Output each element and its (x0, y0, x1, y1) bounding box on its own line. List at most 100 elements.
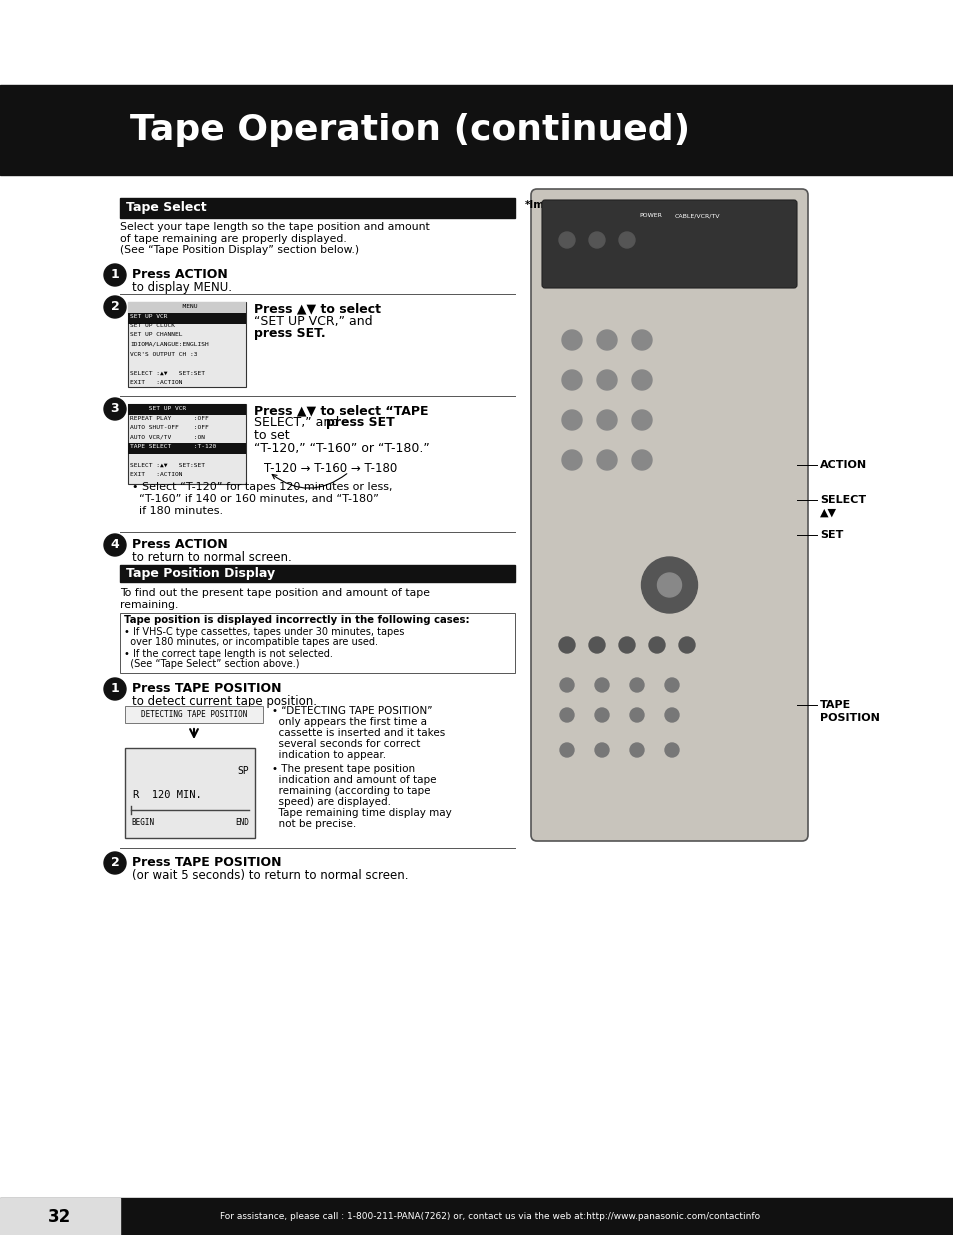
Text: 3: 3 (111, 403, 119, 415)
Bar (125, 706, 263, 722)
Text: indication to appear.: indication to appear. (272, 750, 386, 760)
Text: Tape position is displayed incorrectly in the following cases:: Tape position is displayed incorrectly i… (124, 615, 469, 625)
Text: SET: SET (820, 530, 842, 540)
Text: POSITION: POSITION (820, 713, 879, 722)
Circle shape (561, 370, 581, 390)
Text: 2: 2 (111, 300, 119, 314)
Circle shape (104, 296, 126, 317)
Circle shape (559, 708, 574, 722)
Circle shape (631, 450, 651, 471)
Text: POWER: POWER (639, 212, 661, 219)
Text: R  120 MIN.: R 120 MIN. (132, 790, 201, 800)
Circle shape (664, 708, 679, 722)
Circle shape (595, 678, 608, 692)
Circle shape (631, 410, 651, 430)
Text: cassette is inserted and it takes: cassette is inserted and it takes (272, 727, 445, 739)
FancyBboxPatch shape (541, 200, 796, 288)
Circle shape (629, 743, 643, 757)
Text: several seconds for correct: several seconds for correct (272, 739, 420, 748)
Bar (128, 312, 246, 324)
Text: Press ACTION: Press ACTION (132, 538, 228, 551)
Text: CABLE/VCR/TV: CABLE/VCR/TV (674, 212, 720, 219)
Text: TAPE SELECT      :T-120: TAPE SELECT :T-120 (130, 445, 216, 450)
Text: SET UP VCR: SET UP VCR (130, 314, 168, 319)
Text: to display MENU.: to display MENU. (132, 282, 232, 294)
Text: Press ACTION: Press ACTION (132, 268, 228, 282)
Circle shape (595, 708, 608, 722)
Circle shape (595, 743, 608, 757)
Text: “T-160” if 140 or 160 minutes, and “T-180”: “T-160” if 140 or 160 minutes, and “T-18… (132, 494, 378, 504)
Circle shape (597, 410, 617, 430)
Circle shape (588, 637, 604, 653)
Text: “T-120,” “T-160” or “T-180.”: “T-120,” “T-160” or “T-180.” (253, 442, 429, 454)
Circle shape (629, 708, 643, 722)
Bar (120, 198, 515, 219)
Circle shape (558, 637, 575, 653)
Text: Press ▲▼ to select: Press ▲▼ to select (253, 303, 380, 315)
Text: indication and amount of tape: indication and amount of tape (272, 776, 436, 785)
Bar (128, 443, 246, 454)
Text: (See “Tape Select” section above.): (See “Tape Select” section above.) (124, 659, 299, 669)
Text: Press TAPE POSITION: Press TAPE POSITION (132, 856, 281, 869)
Text: VCR'S OUTPUT CH :3: VCR'S OUTPUT CH :3 (130, 352, 197, 357)
Text: END: END (234, 818, 249, 827)
Text: Tape remaining time display may: Tape remaining time display may (272, 808, 452, 818)
Text: If a remote control button does
not work when pressed, press
the VCR button on t: If a remote control button does not work… (592, 200, 754, 245)
Text: SELECT :▲▼   SET:SET: SELECT :▲▼ SET:SET (130, 370, 205, 375)
Bar (0, 1198, 953, 1235)
Text: • Select “T-120” for tapes 120 minutes or less,: • Select “T-120” for tapes 120 minutes o… (132, 482, 392, 492)
FancyArrowPatch shape (272, 474, 347, 488)
Circle shape (561, 330, 581, 350)
Bar (128, 303, 246, 387)
Text: Press ▲▼ to select “TAPE: Press ▲▼ to select “TAPE (253, 404, 428, 417)
Circle shape (104, 398, 126, 420)
Text: 4: 4 (111, 538, 119, 552)
Text: only appears the first time a: only appears the first time a (272, 718, 427, 727)
Text: SELECT,” and: SELECT,” and (253, 416, 343, 429)
Text: TAPE: TAPE (820, 700, 850, 710)
Text: “SET UP VCR,” and: “SET UP VCR,” and (253, 315, 373, 329)
Text: Tape Select: Tape Select (126, 201, 207, 215)
Text: AUTO VCR/TV      :ON: AUTO VCR/TV :ON (130, 435, 205, 440)
Text: For assistance, please call : 1-800-211-PANA(7262) or, contact us via the web at: For assistance, please call : 1-800-211-… (220, 1212, 760, 1221)
Text: MENU: MENU (130, 304, 197, 309)
Text: To find out the present tape position and amount of tape: To find out the present tape position an… (120, 588, 430, 598)
Text: speed) are displayed.: speed) are displayed. (272, 797, 391, 806)
Text: remaining.: remaining. (120, 600, 178, 610)
Circle shape (657, 573, 680, 597)
Text: not be precise.: not be precise. (272, 819, 355, 829)
Circle shape (664, 678, 679, 692)
Text: Tape Position Display: Tape Position Display (126, 567, 274, 580)
Text: remaining (according to tape: remaining (according to tape (272, 785, 430, 797)
Circle shape (558, 232, 575, 248)
Text: SET UP VCR: SET UP VCR (130, 406, 186, 411)
Circle shape (104, 678, 126, 700)
Text: SP: SP (236, 766, 249, 776)
Text: over 180 minutes, or incompatible tapes are used.: over 180 minutes, or incompatible tapes … (124, 637, 377, 647)
Text: 1: 1 (111, 683, 119, 695)
Circle shape (618, 232, 635, 248)
Text: ACTION: ACTION (820, 459, 866, 471)
Bar (120, 564, 515, 582)
Circle shape (597, 370, 617, 390)
Text: 1: 1 (111, 268, 119, 282)
Text: 2: 2 (111, 857, 119, 869)
Text: EXIT   :ACTION: EXIT :ACTION (130, 473, 182, 478)
Circle shape (561, 410, 581, 430)
Circle shape (104, 852, 126, 874)
Text: *Important:: *Important: (524, 200, 593, 210)
Circle shape (629, 678, 643, 692)
Text: Tape Operation (continued): Tape Operation (continued) (130, 112, 689, 147)
Text: press SET.: press SET. (253, 327, 325, 340)
Text: 32: 32 (49, 1208, 71, 1225)
Text: • “DETECTING TAPE POSITION”: • “DETECTING TAPE POSITION” (272, 706, 432, 716)
Text: if 180 minutes.: if 180 minutes. (132, 506, 223, 516)
Text: to detect current tape position.: to detect current tape position. (132, 695, 316, 708)
Text: • If the correct tape length is not selected.: • If the correct tape length is not sele… (124, 650, 333, 659)
Text: REPEAT PLAY      :OFF: REPEAT PLAY :OFF (130, 415, 209, 420)
Bar (125, 748, 254, 839)
Text: press SET: press SET (326, 416, 395, 429)
Bar (128, 303, 246, 312)
Circle shape (597, 330, 617, 350)
Circle shape (640, 557, 697, 613)
